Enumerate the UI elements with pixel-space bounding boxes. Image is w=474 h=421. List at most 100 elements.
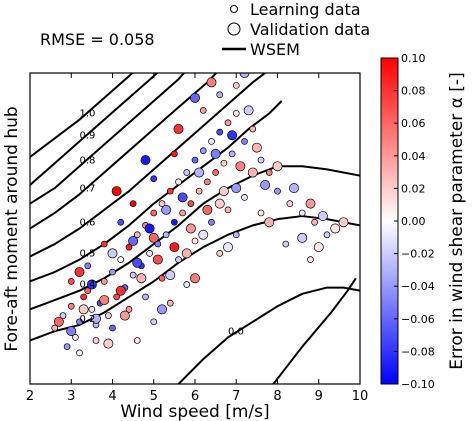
validation-data-point [91,313,101,324]
learning-data-point [183,169,191,176]
colorbar-tick-label: −0.08 [401,345,435,358]
learning-data-point [216,250,224,257]
contour-line-3 [30,73,218,230]
learning-data-point [323,231,331,239]
learning-data-point [146,250,153,257]
colorbar-tick-label: 0.04 [401,150,426,163]
validation-data-point [206,77,217,88]
learning-data-point [76,349,83,357]
colorbar-tick-label: 0.08 [401,85,426,98]
scatter-layer [51,73,349,357]
learning-data-point [166,299,174,307]
learning-data-point [80,293,87,301]
learning-data-point [166,187,174,195]
learning-data-point [158,274,166,282]
validation-data-point [128,235,139,246]
validation-data-point [235,161,246,172]
validation-data-point [313,242,324,253]
validation-data-point [115,285,126,296]
validation-data-point [177,192,188,203]
contour-label: 1.0 [80,109,96,120]
colorbar-tick-label: 0.06 [401,117,426,130]
learning-data-point [162,231,170,239]
validation-data-point [223,242,233,253]
learning-data-point [92,337,100,344]
validation-data-point [317,211,328,222]
learning-data-point [171,150,178,158]
learning-data-point [100,278,108,285]
learning-data-point [249,125,257,133]
learning-data-point [142,293,149,301]
rmse-annotation: RMSE = 0.058 [40,30,155,49]
contour-label: 0.9 [80,130,96,141]
validation-data-point [243,105,254,116]
learning-data-point [220,159,228,167]
colorbar-tick-label: −0.10 [401,378,435,391]
learning-data-point [199,147,207,155]
validation-data-point [181,248,192,259]
learning-data-point [59,312,67,319]
validation-data-point [165,270,176,281]
learning-data-point [171,218,178,226]
contour-label: 0.2 [80,314,96,325]
learning-data-point [191,156,199,164]
validation-data-point [74,267,85,277]
y-axis-label: Fore-aft moment around hub [2,106,22,351]
colorbar-tick-label: −0.02 [401,248,435,261]
learning-data-point [241,138,248,145]
learning-data-point [133,337,141,344]
learning-data-point [228,150,236,158]
colorbar-tick-label: 0.02 [401,182,426,195]
learning-data-point [67,302,75,310]
x-tick-label: 6 [191,389,199,404]
validation-data-point [190,273,200,284]
x-tick-label: 9 [315,389,323,404]
x-tick-label: 7 [232,389,240,404]
x-tick-label: 10 [352,389,369,404]
learning-data-point [175,178,182,186]
learning-data-point [84,262,92,270]
learning-data-point [63,343,71,351]
validation-data-point [99,295,110,305]
validation-data-point [338,217,349,228]
learning-data-point [117,256,125,263]
colorbar-label: Error in wind shear parameter α [-] [447,72,467,369]
colorbar-tick-label: −0.04 [401,280,435,293]
learning-data-point [307,256,314,263]
validation-data-point [119,310,130,321]
validation-data-point [330,223,341,234]
x-axis-label: Wind speed [m/s] [120,402,269,421]
colorbar-tick-label: 0.10 [401,52,426,65]
learning-data-point [274,187,281,195]
contour-line-8 [177,286,360,384]
validation-data-point [66,326,77,337]
learning-data-point [257,156,265,164]
learning-data-point [76,318,83,326]
colorbar-ticks: 0.10 0.08 0.06 0.04 0.02 0.00 −0.02 −0.04 −0.06 −… [394,52,435,391]
learning-data-point [282,240,290,248]
validation-data-point [136,273,147,284]
contour-label: 0.5 [80,249,96,260]
legend-validation-marker [227,22,241,36]
learning-data-point [224,119,232,127]
learning-data-point [100,240,108,248]
validation-data-point [140,155,151,166]
validation-data-point [198,229,209,240]
learning-data-point [265,169,273,176]
contour-label: 0.8 [80,155,96,166]
x-tick-label: 5 [150,389,158,404]
validation-data-point [202,204,213,215]
plot-area: 1.0 0.9 0.8 0.7 0.6 0.5 0.4 0.2 0.0 2 3 4 5 6 7 8 9 10 [26,72,369,404]
learning-data-point [183,281,191,288]
contour-label: 0.6 [80,218,96,229]
validation-data-point [86,279,97,290]
validation-data-point [161,204,172,215]
learning-data-point [208,218,215,226]
learning-data-point [150,318,158,326]
validation-data-point [231,183,242,194]
learning-data-point [133,231,141,239]
validation-data-point [185,223,196,234]
validation-data-point [272,161,283,172]
learning-data-point [191,237,199,245]
